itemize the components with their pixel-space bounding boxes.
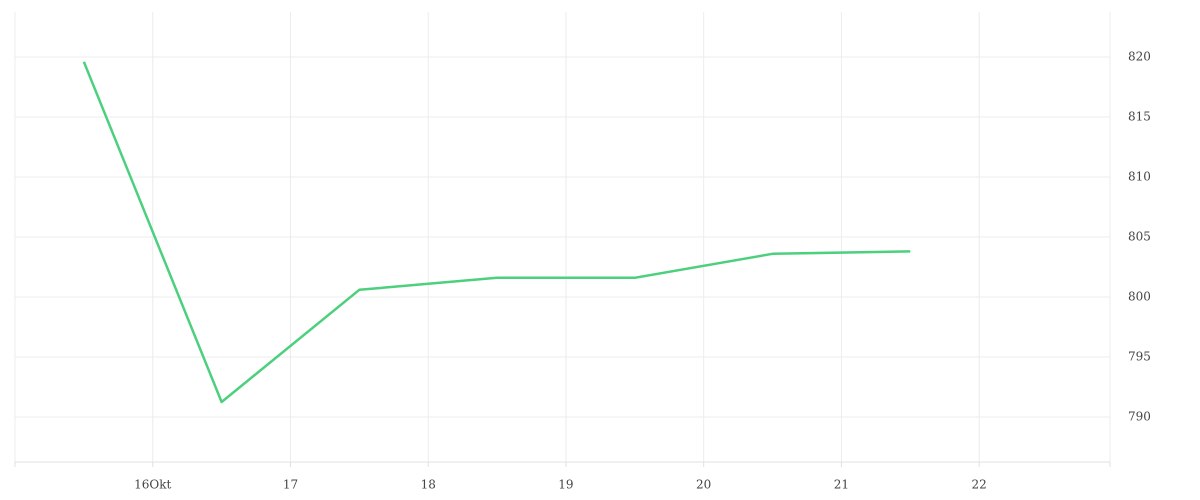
x-tick-label: 16Okt [134,478,171,492]
x-tick-label: 21 [834,478,849,492]
y-tick-label: 800 [1128,290,1151,304]
x-tick-label: 22 [972,478,987,492]
x-tick-label: 19 [558,478,573,492]
y-tick-label: 810 [1128,170,1151,184]
line-series [82,61,911,404]
x-tick-label: 18 [421,478,436,492]
y-tick-label: 815 [1128,110,1151,124]
y-tick-label: 820 [1128,50,1151,64]
y-tick-label: 795 [1128,350,1151,364]
y-tick-label: 790 [1128,410,1151,424]
x-tick-label: 20 [696,478,711,492]
x-tick-label: 17 [283,478,298,492]
y-tick-label: 805 [1128,230,1151,244]
